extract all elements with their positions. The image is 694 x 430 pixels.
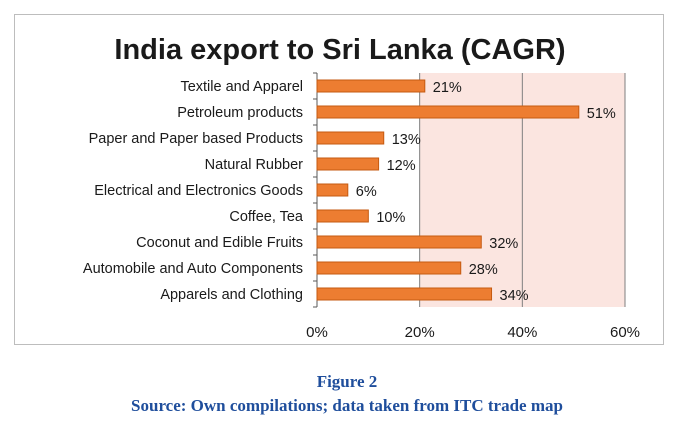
bar [316,287,493,301]
x-tick-label: 20% [405,324,435,341]
figure-source-note: Source: Own compilations; data taken fro… [131,396,563,415]
bar [316,131,385,145]
figure-label: Figure 2 [316,372,378,391]
chart-svg: India export to Sri Lanka (CAGR) Textile… [83,34,640,341]
x-tick-label: 40% [507,324,537,341]
category-label: Coffee, Tea [229,209,304,225]
x-tick-label: 0% [306,324,328,341]
category-label: Petroleum products [177,105,303,121]
category-label: Apparels and Clothing [160,287,303,303]
data-label: 28% [469,262,498,278]
data-label: 6% [356,184,377,200]
data-label: 12% [387,158,416,174]
category-label: Paper and Paper based Products [89,131,303,147]
category-label: Automobile and Auto Components [83,261,303,277]
bar [316,235,482,249]
data-label: 32% [489,236,518,252]
data-label: 13% [392,132,421,148]
data-label: 51% [587,106,616,122]
bar [316,209,369,223]
chart-title: India export to Sri Lanka (CAGR) [114,34,565,66]
x-tick-label: 60% [610,324,640,341]
bar [316,79,426,93]
data-label: 21% [433,80,462,96]
plot-area: Textile and Apparel 21% Petroleum products… [83,72,640,341]
bar [316,157,380,171]
category-label: Textile and Apparel [180,79,303,95]
bar [316,261,462,275]
category-label: Coconut and Edible Fruits [136,235,303,251]
data-label: 34% [500,288,529,304]
data-label: 10% [376,210,405,226]
bar [316,183,349,197]
chart-frame: India export to Sri Lanka (CAGR) Textile… [14,14,664,345]
category-label: Electrical and Electronics Goods [94,183,303,199]
category-label: Natural Rubber [205,157,303,173]
bar [316,105,580,119]
